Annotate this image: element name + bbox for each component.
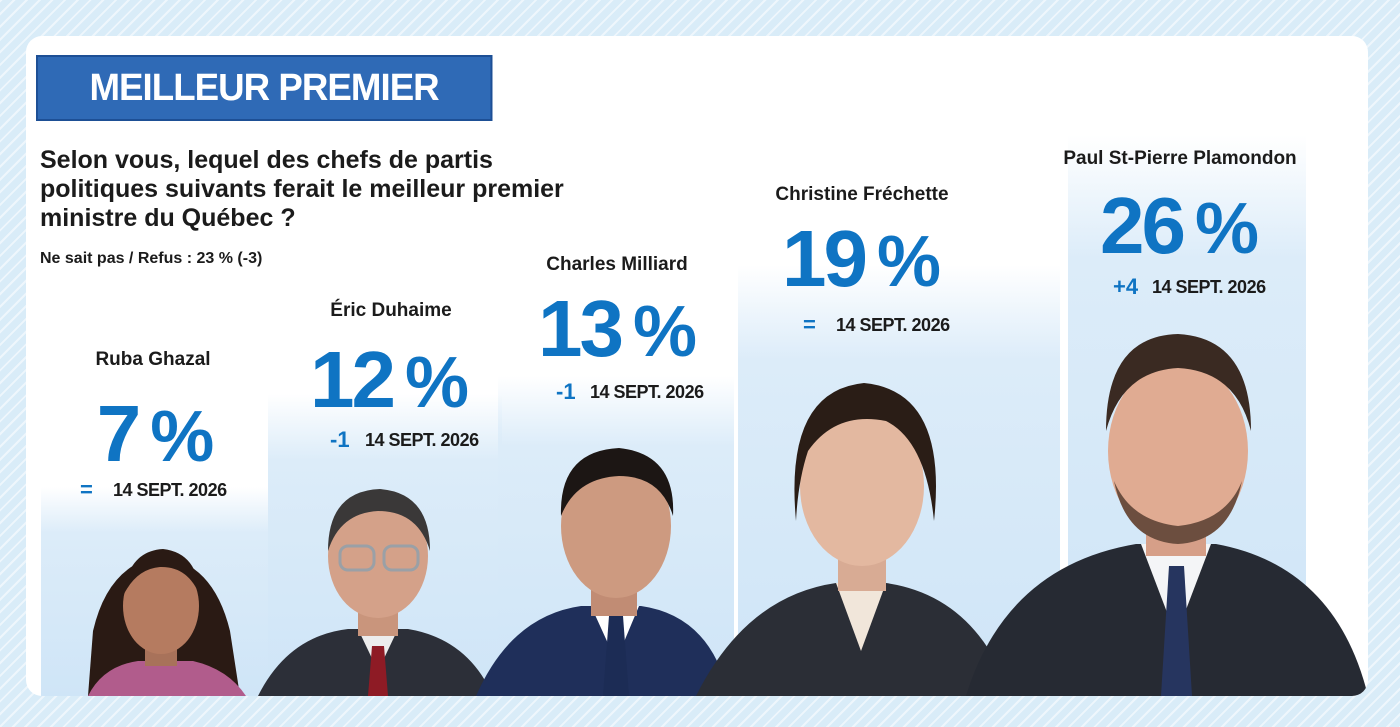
leader-date: 14 SEPT. 2026 [365,430,479,450]
survey-question: Selon vous, lequel des chefs de partis p… [40,146,564,232]
leader-photo [476,448,729,696]
chart-title: MEILLEUR PREMIER MINISTRE [36,55,493,171]
unit-label: % [632,292,697,372]
unit-label: % [150,397,214,477]
leader-date: 14 SEPT. 2026 [836,315,950,335]
leader-percentage: 12% [310,340,469,424]
leader-change: -1 [556,379,576,404]
leader-name: Christine Fréchette [775,184,949,205]
value-label: 19 [781,214,868,303]
chart-card: MEILLEUR PREMIER MINISTRE Selon vous, le… [26,36,1368,696]
leader-photo [88,549,246,696]
leader-change: +4 [1113,274,1139,299]
leader-photo [696,383,1011,696]
value-label: 7 [96,389,141,478]
unit-label: % [1194,189,1259,269]
leader-date: 14 SEPT. 2026 [590,382,704,402]
unit-label: % [404,343,469,423]
dont-know-note: Ne sait pas / Refus : 23 % (-3) [40,250,263,267]
leader-name: Paul St-Pierre Plamondon [1063,148,1297,169]
value-label: 13 [537,284,624,373]
leader-percentage: 19% [782,219,941,303]
value-label: 12 [309,335,396,424]
leader-change: -1 [330,427,350,452]
leader-percentage: 13% [538,289,697,373]
leader-date: 14 SEPT. 2026 [113,480,227,500]
unit-label: % [876,222,941,302]
leader-date: 14 SEPT. 2026 [1152,277,1266,297]
value-label: 26 [1099,181,1186,270]
leader-change: = [803,312,816,337]
leader-percentage: 7% [97,394,215,478]
leader-name: Éric Duhaime [330,300,452,321]
leader-name: Charles Milliard [546,254,688,275]
leader-name: Ruba Ghazal [95,349,211,370]
leader-change: = [80,477,93,502]
leader-photo [966,334,1368,696]
leader-photo [258,489,493,696]
leader-percentage: 26% [1100,186,1259,270]
